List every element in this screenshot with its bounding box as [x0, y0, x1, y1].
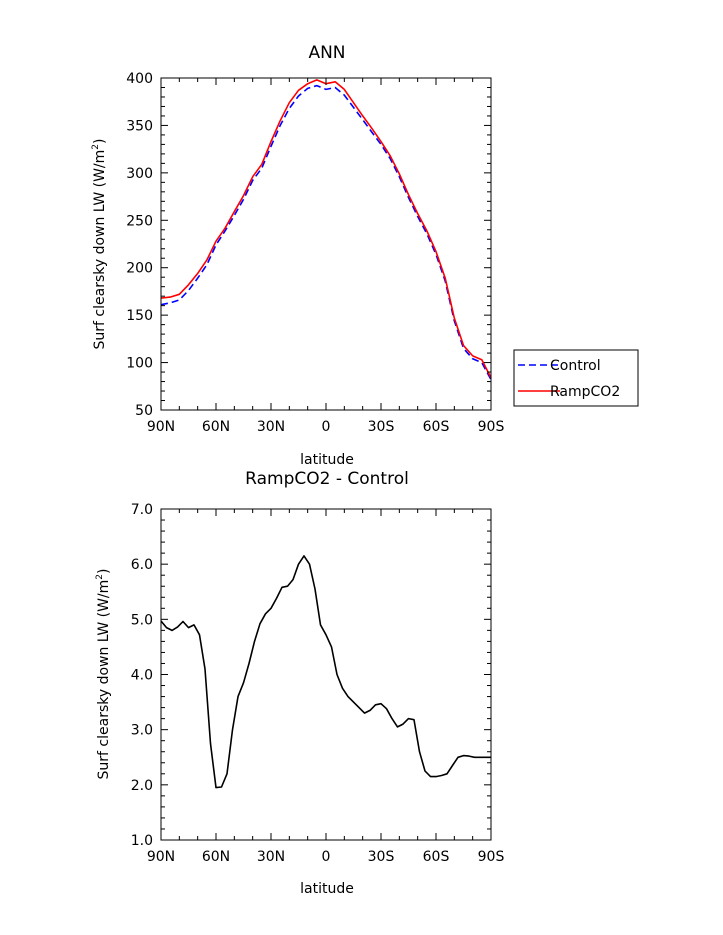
y-tick-label: 5.0 — [131, 612, 153, 628]
y-tick-label: 250 — [126, 213, 153, 229]
x-tick-label: 60S — [423, 849, 450, 865]
y-tick-label: 350 — [126, 118, 153, 134]
x-tick-label: 0 — [322, 419, 331, 435]
x-tick-label: 90N — [147, 849, 175, 865]
x-tick-label: 0 — [322, 849, 331, 865]
panel1-title: ANN — [308, 43, 345, 63]
panel2-title: RampCO2 - Control — [245, 469, 409, 489]
panel2-plot-frame — [160, 508, 492, 841]
y-tick-label: 7.0 — [131, 502, 153, 518]
y-tick-label: 1.0 — [131, 833, 153, 849]
x-tick-label: 60N — [202, 419, 230, 435]
panel1-y-axis-label-main: Surf clearsky down LW (W/m — [92, 150, 108, 350]
legend-label-control: Control — [550, 358, 601, 374]
x-tick-label: 90S — [478, 849, 505, 865]
difference-series-line — [160, 555, 491, 789]
y-tick-label: 200 — [126, 261, 153, 277]
y-tick-label: 400 — [126, 71, 153, 87]
panel1-y-axis-label-sup: 2 — [91, 144, 101, 150]
x-tick-label: 30N — [257, 419, 285, 435]
panel1-ticks — [160, 77, 492, 411]
legend-box — [513, 349, 639, 407]
x-tick-label: 30S — [368, 849, 395, 865]
panel1-series-lines — [160, 79, 492, 380]
legend-label-rampco2: RampCO2 — [550, 384, 620, 400]
control-series-line — [160, 84, 492, 380]
panel2-y-axis-label: Surf clearsky down LW (W/m2) — [95, 569, 112, 780]
y-tick-label: 50 — [135, 403, 153, 419]
y-tick-label: 3.0 — [131, 723, 153, 739]
panel1-x-axis-label: latitude — [300, 452, 354, 468]
panel-difference: RampCO2 - Control 90N 60N 30N 0 30S 60S 90S 1.0… — [95, 469, 504, 897]
panel2-ticks — [160, 508, 492, 841]
x-tick-label: 30S — [368, 419, 395, 435]
y-tick-label: 6.0 — [131, 557, 153, 573]
panel2-x-axis-label: latitude — [300, 881, 354, 897]
y-tick-label: 100 — [126, 356, 153, 372]
x-tick-label: 30N — [257, 849, 285, 865]
panel2-series-lines — [160, 555, 491, 789]
panel-annual-mean: ANN 90N 60N 30N 0 30S 60S 90S 50 100 150 200 250 300… — [91, 43, 639, 468]
panel1-plot-frame — [160, 77, 492, 411]
y-tick-label: 150 — [126, 308, 153, 324]
panel1-legend: Control RampCO2 — [513, 349, 639, 407]
y-tick-label: 2.0 — [131, 778, 153, 794]
panel2-y-axis-label-sup: 2 — [95, 574, 105, 580]
x-tick-label: 60N — [202, 849, 230, 865]
x-tick-label: 60S — [423, 419, 450, 435]
y-tick-label: 4.0 — [131, 668, 153, 684]
panel1-tick-labels: 90N 60N 30N 0 30S 60S 90S 50 100 150 200 250 300 350 4… — [126, 71, 504, 435]
panel2-tick-labels: 90N 60N 30N 0 30S 60S 90S 1.0 2.0 3.0 4.0 5.0 6.0 7.0 — [131, 502, 505, 865]
y-tick-label: 300 — [126, 166, 153, 182]
x-tick-label: 90N — [147, 419, 175, 435]
x-tick-label: 90S — [478, 419, 505, 435]
rampco2-series-line — [160, 79, 492, 379]
panel1-y-axis-label: Surf clearsky down LW (W/m2) — [91, 139, 108, 350]
panel2-y-axis-label-main: Surf clearsky down LW (W/m — [96, 580, 112, 780]
panel2-y-axis-label-close: ) — [96, 569, 112, 574]
panel1-y-axis-label-close: ) — [92, 139, 108, 144]
